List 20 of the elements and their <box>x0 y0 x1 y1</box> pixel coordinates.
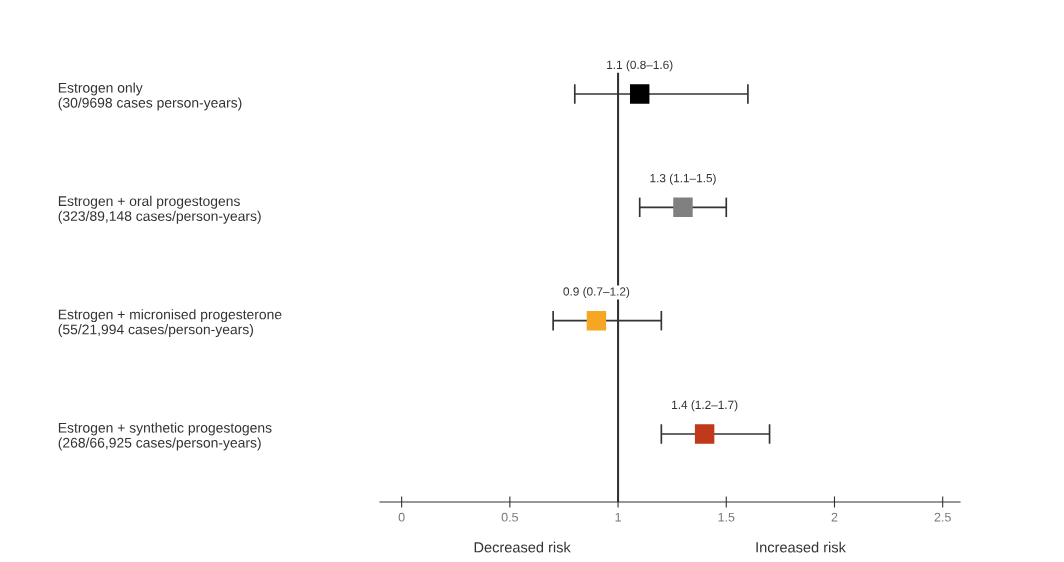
point <box>629 84 650 104</box>
point <box>586 310 607 331</box>
x-tick-label: 1.5 <box>718 512 735 522</box>
text: Increased risk <box>756 541 846 553</box>
point <box>673 197 693 218</box>
y-tick-label: Estrogen + synthetic progestogens (268/66,925 cases/person-years) <box>58 422 272 451</box>
x-tick-label: 2.5 <box>934 512 951 522</box>
x-tick-label: 0.5 <box>501 512 519 522</box>
point <box>694 424 715 444</box>
y-tick-label: Estrogen + oral progestogens (323/89,148 cases/person-years) <box>58 195 261 224</box>
y-tick-label: Estrogen + micronised progesterone (55/21,994 cases/person-years) <box>58 309 282 338</box>
data-label: 1.3 (1.1–1.5) <box>650 173 716 185</box>
x-tick-label: 0 <box>398 512 405 522</box>
y-tick-label: Estrogen only (30/9698 cases person-years) <box>58 82 242 111</box>
x-tick-label: 2 <box>831 512 838 522</box>
data-label: 1.4 (1.2–1.7) <box>672 400 738 412</box>
x-tick-label: 1 <box>615 512 621 522</box>
data-label: 1.1 (0.8–1.6) <box>607 60 673 72</box>
data-label: 0.9 (0.7–1.2) <box>563 286 630 298</box>
text: Decreased risk <box>474 541 571 553</box>
